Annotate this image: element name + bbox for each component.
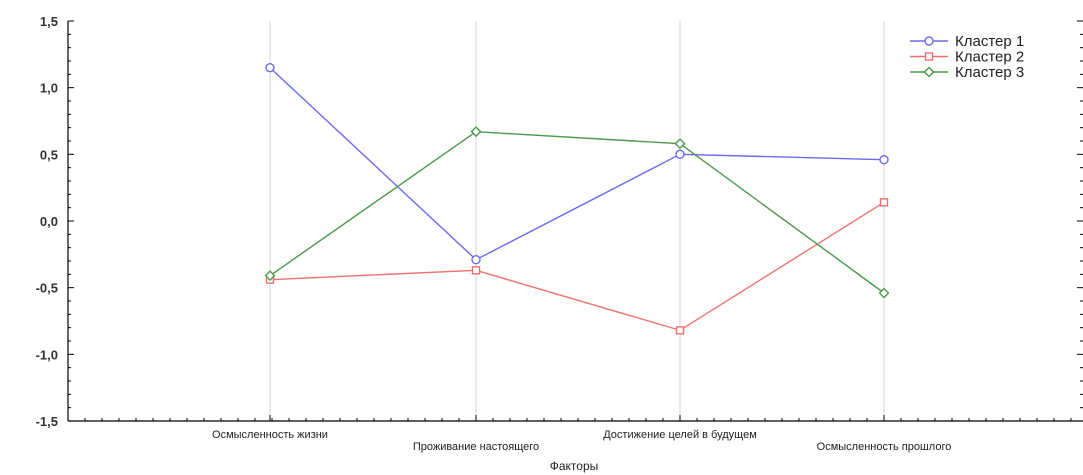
series-3-point (470, 126, 482, 138)
legend-label: Кластер 1 (955, 33, 1024, 50)
y-tick-label: 0,0 (40, 214, 58, 229)
x-axis-category-labels: Осмысленность жизни Проживание настоящего… (84, 415, 1072, 453)
series-3-point (674, 138, 686, 150)
series-3-line (269, 130, 885, 294)
legend-marker (924, 52, 934, 61)
y-tick-label: 0,5 (40, 147, 58, 162)
series-2-point (471, 266, 481, 275)
x-axis-title: Факторы (550, 459, 599, 473)
series-1-point (879, 154, 889, 165)
series-3 (264, 126, 890, 299)
series-1-point (675, 149, 685, 160)
series-1-point (471, 254, 481, 265)
grid-lines (269, 21, 885, 421)
legend-label: Кластер 3 (955, 64, 1024, 81)
x-category-label: Достижение целей в будущем (603, 429, 757, 441)
y-tick-label: 1,5 (40, 14, 58, 29)
legend-marker (924, 36, 934, 46)
series-2-point (675, 326, 685, 335)
series-1-line (269, 67, 885, 261)
y-axis-ticks: -1,5 -1,0 -0,5 0,0 0,5 1,0 1,5 (36, 14, 1083, 429)
series-3-point (264, 270, 276, 282)
legend-entry-3: Кластер 3 (910, 64, 1024, 81)
legend-label: Кластер 2 (955, 49, 1024, 66)
legend-entry-1: Кластер 1 (910, 33, 1024, 50)
series-1 (265, 62, 889, 265)
x-category-label: Осмысленность жизни (212, 429, 328, 441)
y-tick-label: -0,5 (36, 281, 58, 296)
y-tick-label: -1,5 (36, 414, 58, 429)
x-category-label: Осмысленность прошлого (817, 441, 952, 453)
series-3-point (878, 287, 890, 299)
legend-entry-2: Кластер 2 (910, 49, 1024, 66)
y-tick-label: -1,0 (36, 347, 58, 362)
x-category-label: Проживание настоящего (413, 441, 539, 453)
series-2 (265, 198, 889, 335)
legend-marker (923, 66, 935, 78)
plot-area (67, 21, 1083, 422)
y-tick-label: 1,0 (40, 81, 58, 96)
series-2-point (879, 198, 889, 207)
series-2-line (269, 201, 885, 332)
data-series (264, 62, 890, 335)
series-1-point (265, 62, 275, 73)
